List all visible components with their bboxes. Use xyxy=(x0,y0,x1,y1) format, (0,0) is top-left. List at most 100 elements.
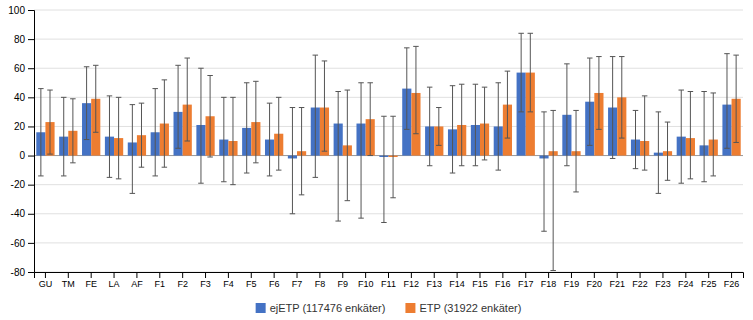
error-bar xyxy=(679,90,684,183)
x-tick: F12 xyxy=(404,272,420,289)
x-tick: GU xyxy=(39,272,53,289)
x-tick: F15 xyxy=(472,272,488,289)
error-bar xyxy=(107,96,112,178)
x-tick-mark xyxy=(640,272,641,278)
legend-item: ejETP (117476 enkäter) xyxy=(256,302,386,314)
error-bar xyxy=(482,87,487,160)
error-bar xyxy=(665,122,670,180)
x-tick-mark xyxy=(457,272,458,278)
y-tick-label: -40 xyxy=(11,208,26,219)
x-tick-mark xyxy=(297,272,298,278)
error-bar xyxy=(367,83,372,156)
x-tick-mark xyxy=(228,272,229,278)
y-tick: 40 xyxy=(14,92,34,103)
x-tick-label: F1 xyxy=(155,279,166,289)
x-tick-mark xyxy=(319,272,320,278)
error-bar xyxy=(496,83,501,170)
legend-item: ETP (31922 enkäter) xyxy=(405,302,521,314)
x-tick: F19 xyxy=(564,272,580,289)
legend-swatch xyxy=(256,303,266,313)
y-tick-label: 80 xyxy=(14,34,26,45)
x-tick-mark xyxy=(708,272,709,278)
y-tick-mark xyxy=(28,68,34,69)
y-tick: -80 xyxy=(11,267,34,278)
x-tick: LA xyxy=(109,272,120,289)
x-tick: F13 xyxy=(426,272,442,289)
error-bar xyxy=(381,116,386,222)
grid xyxy=(34,10,743,272)
error-bar xyxy=(61,97,66,176)
x-tick-mark xyxy=(68,272,69,278)
x-tick: F11 xyxy=(381,272,396,289)
y-tick: 100 xyxy=(8,5,34,16)
plot: -80-60-40-20020406080100GUTMFELAAFF1F2F3… xyxy=(8,5,743,290)
y-tick-mark xyxy=(28,185,34,186)
grid-line xyxy=(34,68,743,69)
grid-line xyxy=(34,213,743,214)
x-tick: F24 xyxy=(678,272,694,289)
error-bar xyxy=(290,108,295,214)
error-bar xyxy=(505,71,510,138)
error-bar xyxy=(518,33,523,112)
error-bar xyxy=(656,112,661,194)
x-tick-mark xyxy=(548,272,549,278)
grid-line xyxy=(34,126,743,127)
error-bar xyxy=(221,97,226,181)
error-bar xyxy=(116,97,121,179)
x-axis-line xyxy=(35,273,744,279)
x-tick: F16 xyxy=(495,272,511,289)
x-tick-mark xyxy=(91,272,92,278)
grid-line xyxy=(34,242,743,243)
x-tick-label: F12 xyxy=(404,279,420,289)
error-bar xyxy=(358,83,363,218)
x-tick-label: F16 xyxy=(495,279,511,289)
legend: ejETP (117476 enkäter) ETP (31922 enkäter… xyxy=(256,302,522,314)
x-tick: F26 xyxy=(724,272,740,289)
x-tick-mark xyxy=(685,272,686,278)
x-tick: F3 xyxy=(200,272,211,289)
x-tick-mark xyxy=(182,272,183,278)
x-tick-mark xyxy=(594,272,595,278)
x-tick-label: LA xyxy=(109,279,120,289)
x-tick-label: F20 xyxy=(587,279,603,289)
x-tick-mark xyxy=(251,272,252,278)
x-tick-label: F14 xyxy=(449,279,465,289)
y-tick-mark xyxy=(28,214,34,215)
error-bar xyxy=(404,48,409,130)
y-tick-mark xyxy=(28,39,34,40)
x-tick: F22 xyxy=(632,272,648,289)
error-bar xyxy=(619,57,624,139)
y-tick-label: 40 xyxy=(14,92,26,103)
x-tick-mark xyxy=(525,272,526,278)
x-tick-label: GU xyxy=(39,279,53,289)
series xyxy=(45,33,740,270)
x-tick: F20 xyxy=(587,272,603,289)
error-bar xyxy=(47,90,52,154)
error-bar xyxy=(345,90,350,201)
error-bar xyxy=(313,55,318,177)
y-tick-mark xyxy=(28,156,34,157)
error-bar xyxy=(573,110,578,192)
error-bar xyxy=(459,84,464,166)
x-tick-mark xyxy=(502,272,503,278)
y-tick-label: 20 xyxy=(14,121,26,132)
error-bar xyxy=(84,67,89,140)
x-tick-label: F10 xyxy=(358,279,374,289)
error-bar xyxy=(541,112,546,231)
y-tick: 0 xyxy=(19,150,34,161)
x-tick-label: TM xyxy=(62,279,75,289)
error-bar xyxy=(38,89,43,176)
error-bar xyxy=(299,108,304,195)
error-bar xyxy=(162,80,167,167)
x-tick-mark xyxy=(411,272,412,278)
x-tick-label: F4 xyxy=(223,279,234,289)
y-tick-label: 60 xyxy=(14,63,26,74)
error-bar xyxy=(436,108,441,146)
x-tick-label: F26 xyxy=(724,279,740,289)
x-tick-mark xyxy=(114,272,115,278)
y-tick: 20 xyxy=(14,121,34,132)
x-tick: F18 xyxy=(541,272,557,289)
y-tick: -60 xyxy=(11,238,34,249)
x-tick-label: FE xyxy=(85,279,97,289)
y-tick: 60 xyxy=(14,63,34,74)
